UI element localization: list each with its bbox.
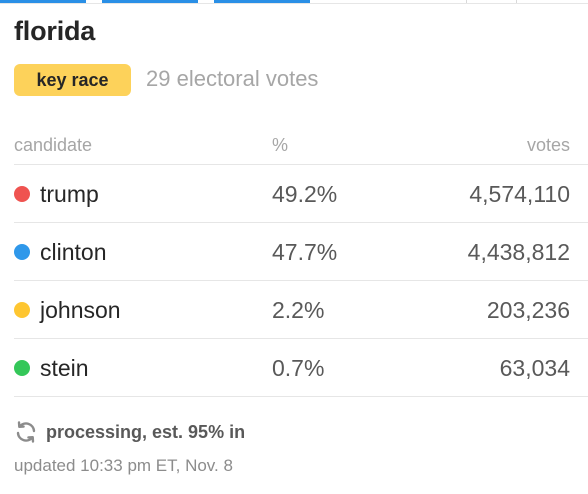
table-divider bbox=[14, 222, 588, 223]
candidate-percent: 2.2% bbox=[272, 297, 325, 323]
table-row: johnson 2.2% 203,236 bbox=[0, 281, 588, 339]
column-header-percent: % bbox=[272, 135, 289, 155]
candidate-votes: 4,574,110 bbox=[469, 181, 570, 207]
table-divider bbox=[14, 396, 588, 397]
processing-status: processing, est. 95% in bbox=[14, 420, 245, 444]
header-rule bbox=[0, 3, 588, 4]
table-divider bbox=[14, 164, 588, 165]
candidate-color-dot bbox=[14, 244, 30, 260]
candidate-color-dot bbox=[14, 186, 30, 202]
last-updated: updated 10:33 pm ET, Nov. 8 bbox=[14, 456, 233, 475]
table-row: trump 49.2% 4,574,110 bbox=[0, 165, 588, 223]
tab-separator bbox=[516, 0, 517, 3]
candidate-name: stein bbox=[40, 355, 89, 381]
status-text: processing, est. 95% in bbox=[46, 421, 246, 442]
candidate-percent: 47.7% bbox=[272, 239, 338, 265]
candidate-name: johnson bbox=[40, 297, 121, 323]
candidate-color-dot bbox=[14, 360, 30, 376]
candidate-name: clinton bbox=[40, 239, 107, 265]
candidate-percent: 49.2% bbox=[272, 181, 338, 207]
candidate-color-dot bbox=[14, 302, 30, 318]
candidate-name: trump bbox=[40, 181, 99, 207]
electoral-votes-label: 29 electoral votes bbox=[146, 66, 319, 91]
column-header-votes: votes bbox=[526, 135, 570, 155]
tab-indicator bbox=[214, 0, 310, 3]
candidate-votes: 4,438,812 bbox=[467, 239, 570, 265]
tab-separator bbox=[466, 0, 467, 3]
key-race-badge: key race bbox=[14, 64, 131, 96]
table-row: clinton 47.7% 4,438,812 bbox=[0, 223, 588, 281]
top-tab-strip bbox=[0, 0, 588, 3]
sync-icon bbox=[16, 421, 36, 443]
tab-indicator bbox=[0, 0, 86, 3]
table-row: stein 0.7% 63,034 bbox=[0, 339, 588, 397]
candidate-votes: 63,034 bbox=[499, 355, 570, 381]
state-title: florida bbox=[14, 16, 96, 46]
tab-indicator bbox=[102, 0, 198, 3]
column-header-candidate: candidate bbox=[14, 135, 93, 155]
table-divider bbox=[14, 280, 588, 281]
candidate-percent: 0.7% bbox=[272, 355, 325, 381]
candidate-votes: 203,236 bbox=[486, 297, 570, 323]
table-divider bbox=[14, 338, 588, 339]
